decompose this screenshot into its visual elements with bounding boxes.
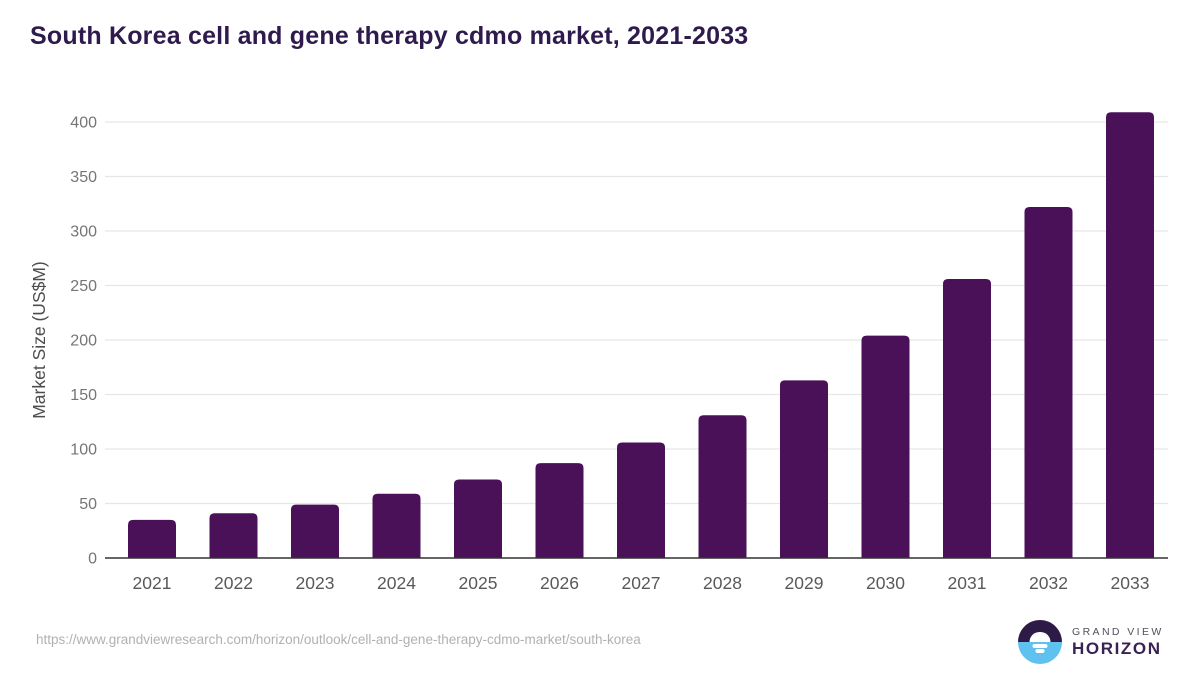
- y-tick-label-200: 200: [70, 333, 97, 350]
- x-tick-label-2021: 2021: [133, 573, 172, 593]
- horizon-sun-logo-icon: [1018, 620, 1062, 664]
- y-tick-label-100: 100: [70, 442, 97, 459]
- x-tick-label-2027: 2027: [622, 573, 661, 593]
- x-tick-label-2033: 2033: [1111, 573, 1150, 593]
- chart-title: South Korea cell and gene therapy cdmo m…: [30, 22, 749, 50]
- bar-2025: [454, 479, 502, 558]
- y-tick-label-250: 250: [70, 278, 97, 295]
- y-tick-label-300: 300: [70, 224, 97, 241]
- logo-text: GRAND VIEW HORIZON: [1072, 626, 1164, 658]
- bar-2023: [291, 504, 339, 558]
- bar-2030: [861, 335, 910, 558]
- bar-chart: 0 50 100 150 200 250 300 350 400 2021 2022 2023 2024…: [29, 112, 1168, 593]
- x-tick-label-2032: 2032: [1029, 573, 1068, 593]
- y-tick-label-0: 0: [88, 551, 97, 568]
- logo-brand-name: GRAND VIEW: [1072, 626, 1164, 638]
- y-tick-label-400: 400: [70, 115, 97, 132]
- x-tick-label-2026: 2026: [540, 573, 579, 593]
- bar-2026: [535, 463, 584, 558]
- bar-2029: [780, 380, 828, 558]
- x-tick-label-2025: 2025: [459, 573, 498, 593]
- logo-product-name: HORIZON: [1072, 639, 1162, 658]
- x-tick-label-2028: 2028: [703, 573, 742, 593]
- bar-2021: [128, 519, 176, 558]
- bar-2024: [372, 493, 421, 558]
- bar-2028: [698, 415, 747, 558]
- bar-2022: [209, 513, 258, 558]
- y-tick-label-150: 150: [70, 387, 97, 404]
- logo-reflection-shape: [1032, 644, 1048, 648]
- y-tick-label-350: 350: [70, 169, 97, 186]
- logo-sun-shape: [1029, 631, 1051, 642]
- x-tick-label-2023: 2023: [296, 573, 335, 593]
- bar-2027: [617, 442, 665, 558]
- y-axis-title: Market Size (US$M): [29, 261, 49, 419]
- brand-logo: GRAND VIEW HORIZON: [1018, 620, 1164, 664]
- y-tick-label-50: 50: [79, 496, 97, 513]
- x-tick-label-2024: 2024: [377, 573, 416, 593]
- x-tick-label-2030: 2030: [866, 573, 905, 593]
- x-tick-label-2031: 2031: [948, 573, 987, 593]
- x-tick-label-2022: 2022: [214, 573, 253, 593]
- x-tick-label-2029: 2029: [785, 573, 824, 593]
- bar-2031: [943, 278, 991, 558]
- bar-2033: [1106, 112, 1154, 558]
- source-url: https://www.grandviewresearch.com/horizo…: [36, 632, 641, 647]
- logo-reflection-shape: [1035, 649, 1045, 653]
- bar-2032: [1024, 207, 1073, 558]
